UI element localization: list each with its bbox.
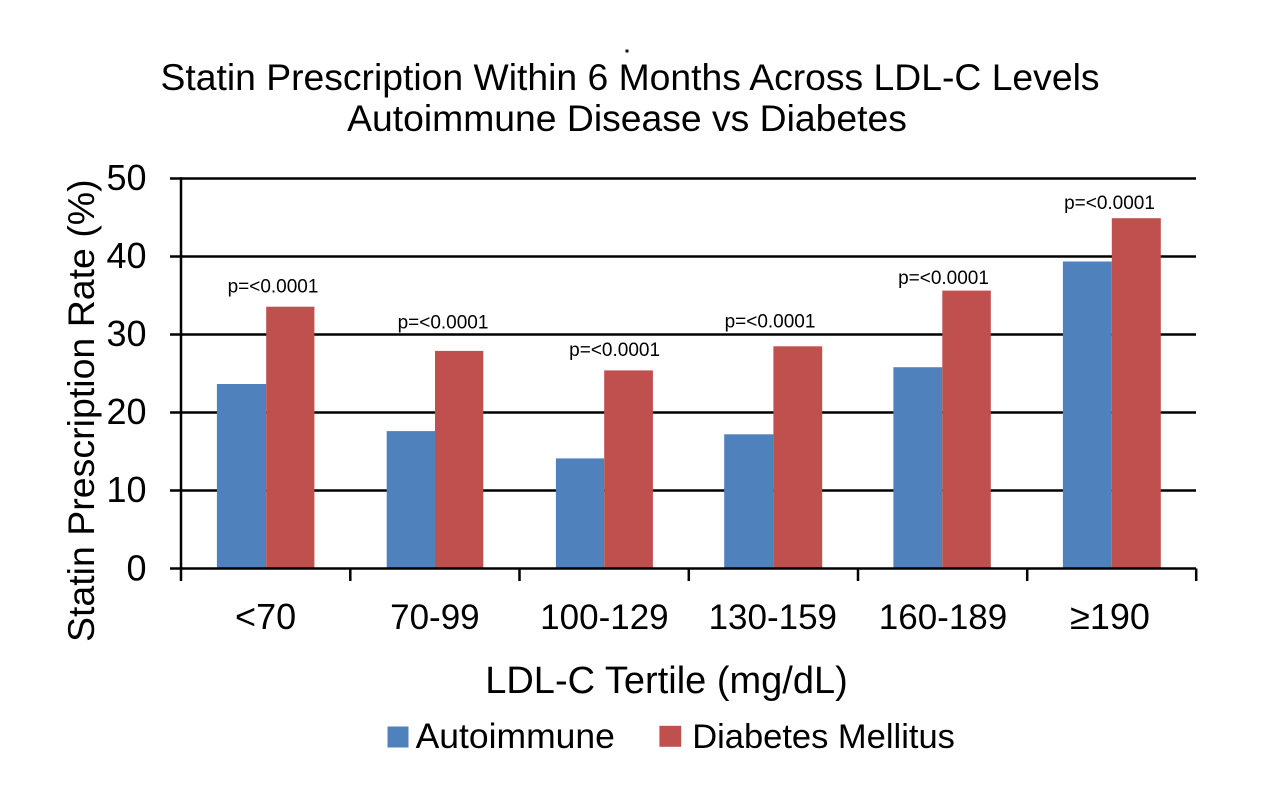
svg-text:p=<0.0001: p=<0.0001 <box>569 340 660 361</box>
svg-text:Autoimmune: Autoimmune <box>416 716 615 756</box>
svg-text:Statin Prescription Rate (%): Statin Prescription Rate (%) <box>60 179 102 642</box>
svg-text:Diabetes Mellitus: Diabetes Mellitus <box>692 718 955 756</box>
svg-text:30: 30 <box>106 313 146 354</box>
svg-text:10: 10 <box>106 469 146 510</box>
svg-text:20: 20 <box>106 391 146 432</box>
svg-text:p=<0.0001: p=<0.0001 <box>228 277 319 298</box>
svg-text:Autoimmune Disease vs Diabetes: Autoimmune Disease vs Diabetes <box>347 97 907 139</box>
svg-text:100-129: 100-129 <box>540 598 668 637</box>
svg-text:p=<0.0001: p=<0.0001 <box>725 312 816 333</box>
svg-text:40: 40 <box>106 235 146 276</box>
svg-text:≥190: ≥190 <box>1070 596 1150 637</box>
svg-text:<70: <70 <box>235 596 296 637</box>
svg-text:130-159: 130-159 <box>709 598 837 637</box>
svg-text:0: 0 <box>126 548 146 589</box>
svg-text:p=<0.0001: p=<0.0001 <box>898 268 989 289</box>
svg-text:160-189: 160-189 <box>879 598 1007 637</box>
svg-text:p=<0.0001: p=<0.0001 <box>398 313 489 334</box>
svg-text:LDL-C Tertile (mg/dL): LDL-C Tertile (mg/dL) <box>485 660 848 702</box>
svg-text:Statin Prescription Within 6 M: Statin Prescription Within 6 Months Acro… <box>160 56 1099 98</box>
svg-text:70-99: 70-99 <box>390 598 480 637</box>
svg-text:p=<0.0001: p=<0.0001 <box>1064 193 1155 214</box>
svg-text:50: 50 <box>106 157 146 198</box>
